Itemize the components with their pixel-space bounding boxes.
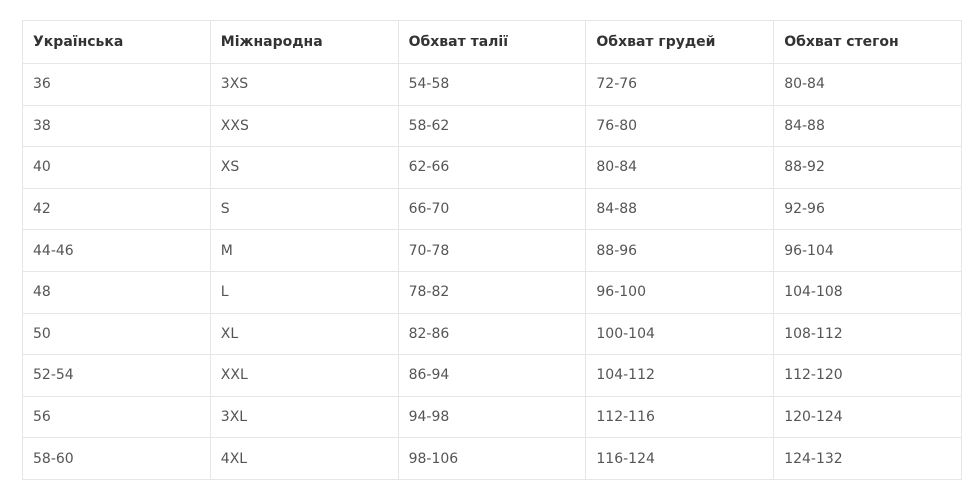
cell-chest: 76-80 [585, 104, 775, 148]
cell-hips: 120-124 [773, 395, 962, 439]
cell-ukrainian-size: 56 [22, 395, 211, 439]
cell-international-size: 3XL [209, 395, 399, 439]
cell-international-size: M [209, 229, 399, 272]
cell-international-size: XS [209, 146, 399, 189]
cell-chest: 72-76 [585, 63, 775, 106]
table-row: 50 XL 82-86 100-104 108-112 [22, 312, 962, 356]
header-hips: Обхват стегон [773, 20, 962, 64]
cell-hips: 96-104 [773, 229, 962, 272]
cell-waist: 54-58 [397, 63, 587, 106]
cell-waist: 86-94 [397, 354, 587, 397]
cell-waist: 66-70 [397, 187, 587, 231]
header-international-size: Міжнародна [209, 20, 399, 64]
cell-waist: 62-66 [397, 146, 587, 189]
cell-hips: 112-120 [773, 354, 962, 397]
size-chart-table: Українська Міжнародна Обхват талії Обхват г… [22, 20, 962, 480]
table-row: 58-60 4XL 98-106 116-124 124-132 [22, 437, 962, 480]
cell-hips: 104-108 [773, 270, 962, 314]
cell-chest: 112-116 [585, 395, 775, 439]
cell-waist: 70-78 [397, 229, 587, 272]
cell-hips: 88-92 [773, 146, 962, 189]
cell-chest: 104-112 [585, 354, 775, 397]
cell-hips: 92-96 [773, 187, 962, 231]
cell-international-size: XXS [209, 104, 399, 148]
cell-ukrainian-size: 42 [22, 187, 211, 231]
cell-international-size: 4XL [209, 437, 399, 480]
cell-international-size: XL [209, 312, 399, 356]
table-row: 48 L 78-82 96-100 104-108 [22, 270, 962, 314]
table-row: 42 S 66-70 84-88 92-96 [22, 187, 962, 231]
table-row: 44-46 M 70-78 88-96 96-104 [22, 229, 962, 272]
cell-hips: 108-112 [773, 312, 962, 356]
cell-hips: 124-132 [773, 437, 962, 480]
table-row: 52-54 XXL 86-94 104-112 112-120 [22, 354, 962, 397]
header-chest: Обхват грудей [585, 20, 775, 64]
cell-chest: 96-100 [585, 270, 775, 314]
cell-international-size: 3XS [209, 63, 399, 106]
table-row: 40 XS 62-66 80-84 88-92 [22, 146, 962, 189]
cell-ukrainian-size: 58-60 [22, 437, 211, 480]
table-row: 36 3XS 54-58 72-76 80-84 [22, 63, 962, 106]
cell-ukrainian-size: 48 [22, 270, 211, 314]
cell-chest: 84-88 [585, 187, 775, 231]
cell-waist: 94-98 [397, 395, 587, 439]
cell-chest: 88-96 [585, 229, 775, 272]
cell-international-size: L [209, 270, 399, 314]
cell-ukrainian-size: 36 [22, 63, 211, 106]
cell-waist: 78-82 [397, 270, 587, 314]
cell-waist: 98-106 [397, 437, 587, 480]
cell-waist: 82-86 [397, 312, 587, 356]
cell-chest: 80-84 [585, 146, 775, 189]
cell-waist: 58-62 [397, 104, 587, 148]
cell-international-size: XXL [209, 354, 399, 397]
cell-ukrainian-size: 40 [22, 146, 211, 189]
cell-ukrainian-size: 44-46 [22, 229, 211, 272]
header-ukrainian-size: Українська [22, 20, 211, 64]
cell-chest: 100-104 [585, 312, 775, 356]
cell-hips: 84-88 [773, 104, 962, 148]
cell-hips: 80-84 [773, 63, 962, 106]
cell-international-size: S [209, 187, 399, 231]
cell-chest: 116-124 [585, 437, 775, 480]
cell-ukrainian-size: 50 [22, 312, 211, 356]
cell-ukrainian-size: 38 [22, 104, 211, 148]
table-row: 38 XXS 58-62 76-80 84-88 [22, 104, 962, 148]
table-row: 56 3XL 94-98 112-116 120-124 [22, 395, 962, 439]
cell-ukrainian-size: 52-54 [22, 354, 211, 397]
header-waist: Обхват талії [397, 20, 587, 64]
header-row: Українська Міжнародна Обхват талії Обхват г… [22, 20, 962, 64]
